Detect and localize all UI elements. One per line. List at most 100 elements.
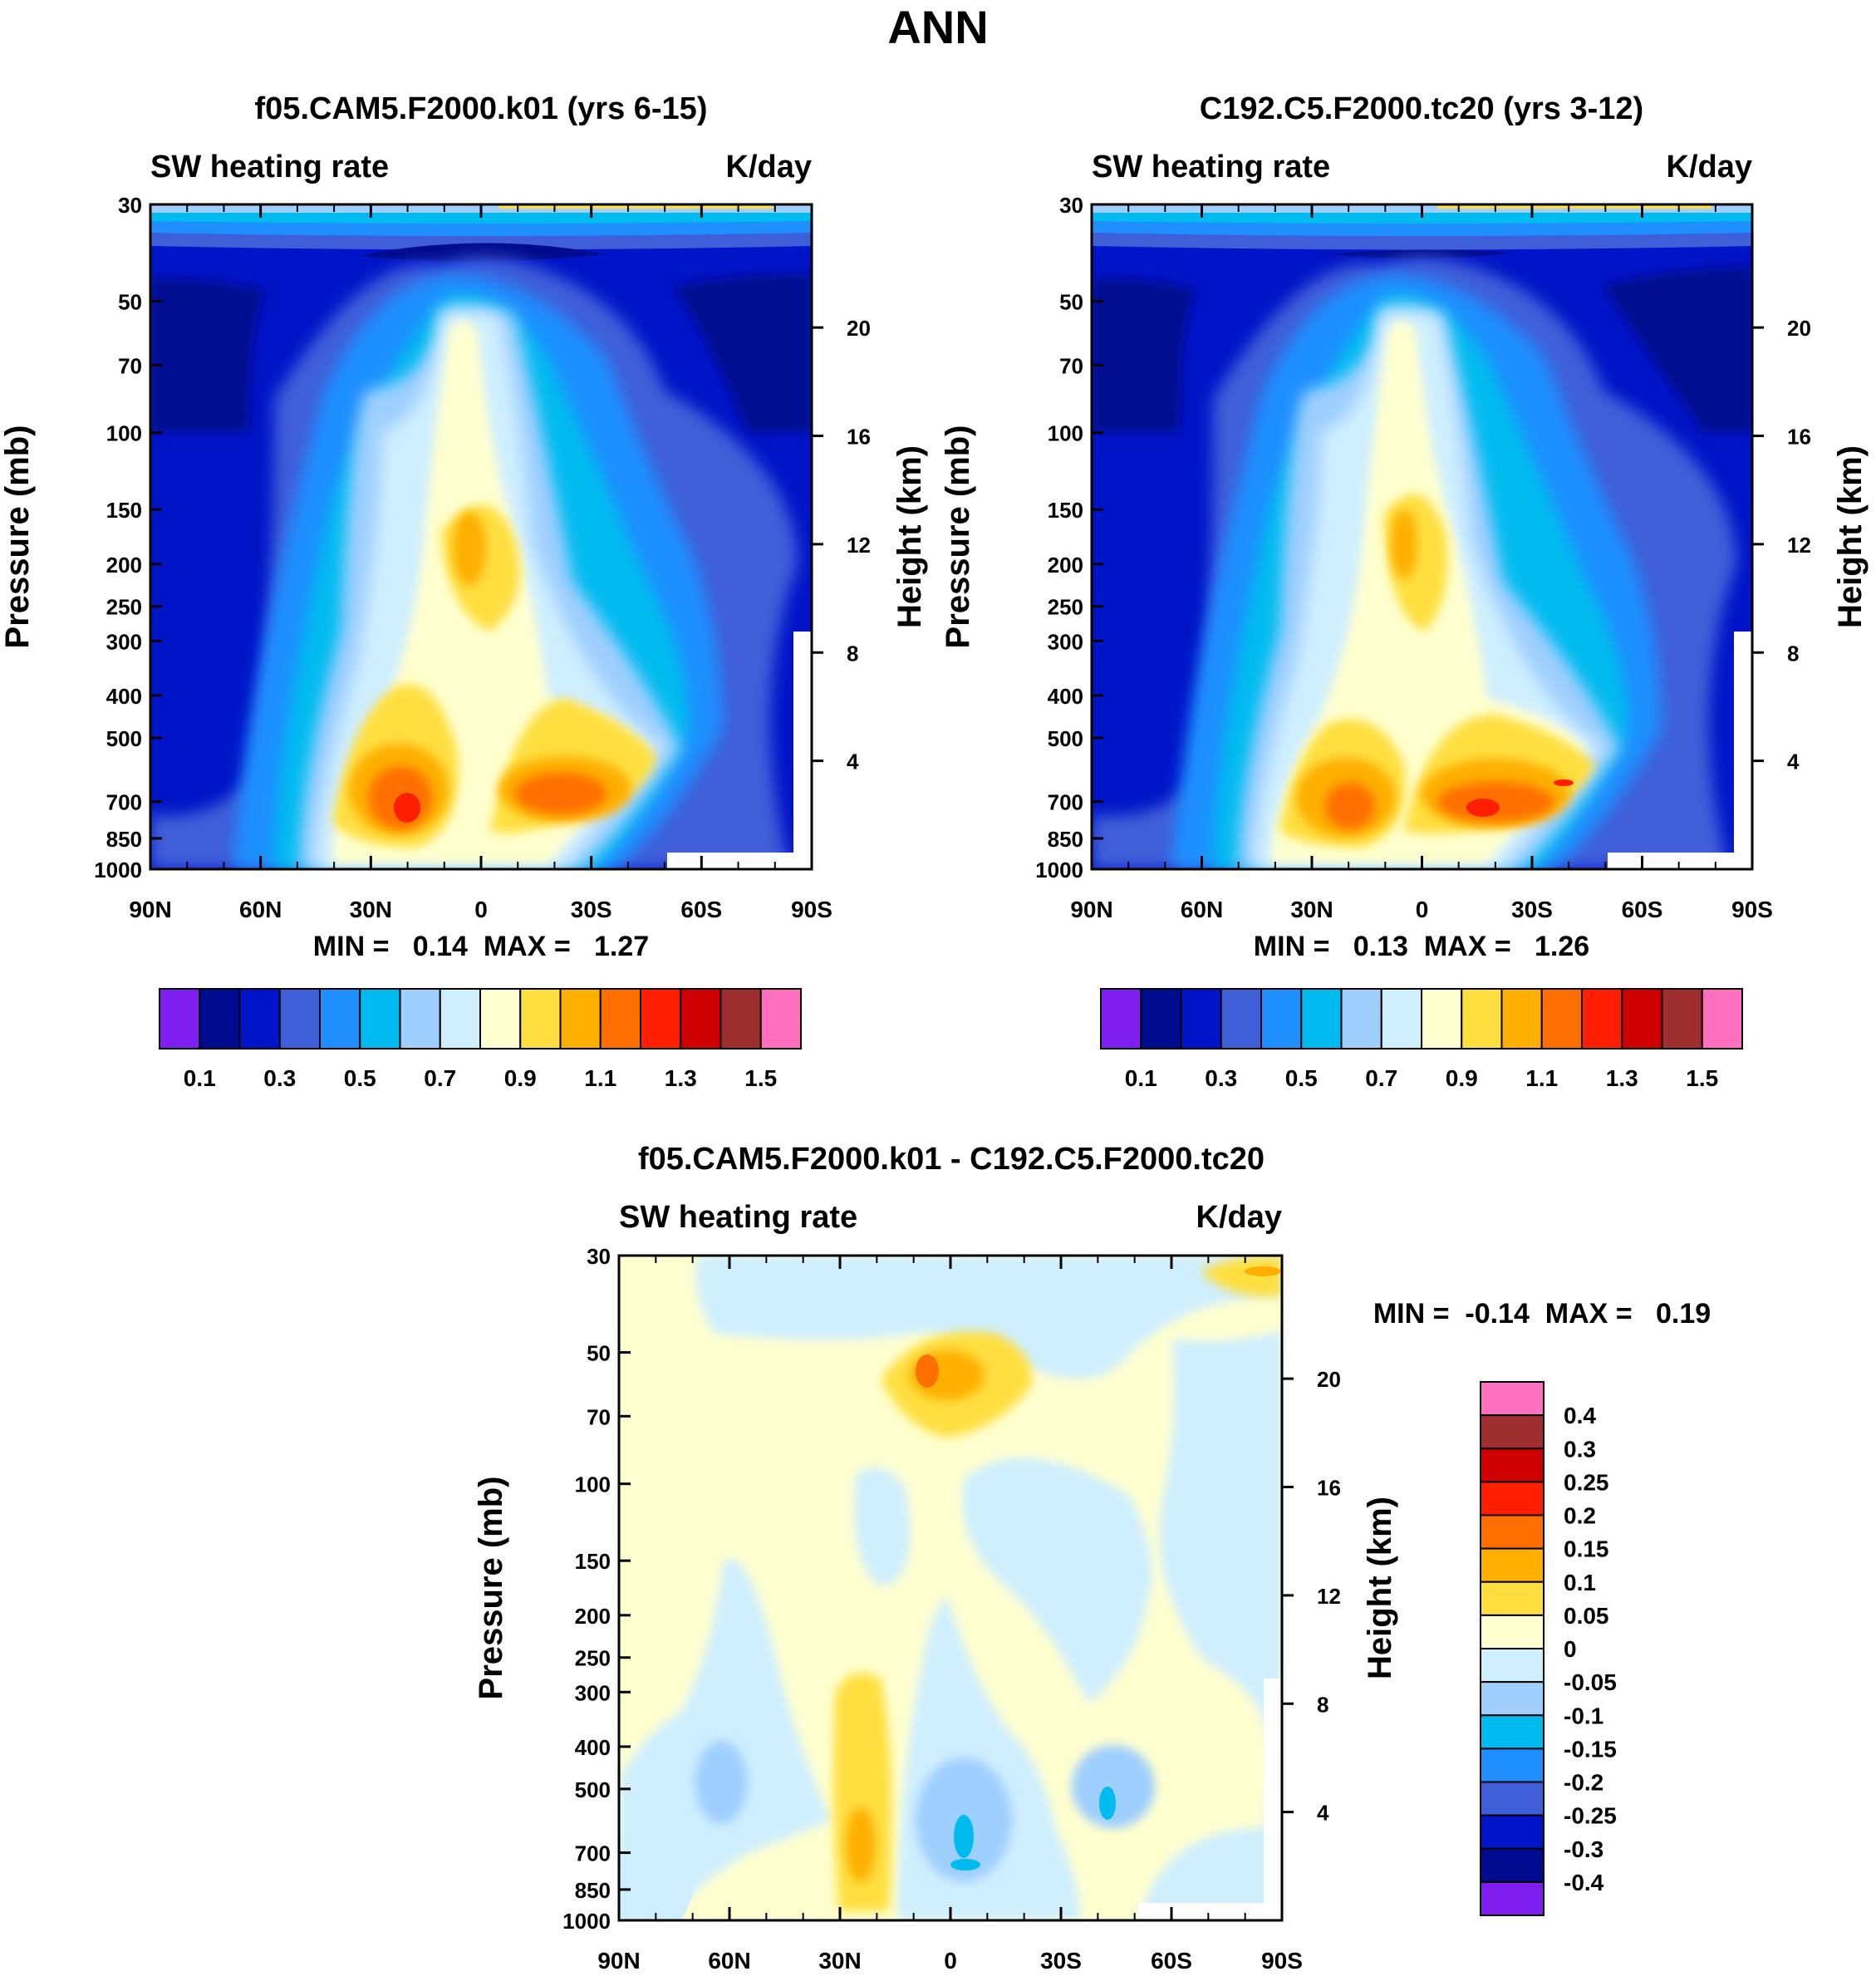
panel-2-title: C192.C5.F2000.tc20 (yrs 3-12) — [1200, 91, 1643, 126]
y-tick-label: 100 — [1048, 421, 1083, 446]
y-tick-label: 200 — [106, 553, 142, 578]
panel-1-stats: MIN = 0.14 MAX = 1.27 — [313, 931, 649, 962]
colorbar-swatch — [1380, 988, 1422, 1049]
colorbar-label: 0.3 — [1564, 1436, 1596, 1462]
colorbar-swatch — [319, 988, 361, 1049]
y-tick-label: 850 — [106, 827, 142, 852]
x-tick-label: 30S — [571, 897, 612, 922]
colorbar-label: -0.4 — [1564, 1870, 1604, 1895]
colorbar-swatch — [399, 988, 441, 1049]
panel-1-colorbar: 0.1 0.3 0.5 0.7 0.9 1.1 1.3 1.5 — [159, 988, 802, 1091]
y-right-tick-label: 4 — [1787, 750, 1800, 774]
colorbar-swatch — [1480, 1880, 1545, 1916]
figure-title: ANN — [887, 1, 988, 53]
panel-2-y-axis-right-label: Height (km) — [1832, 445, 1869, 628]
y-right-tick-label: 20 — [1787, 316, 1811, 341]
colorbar-label: -0.2 — [1564, 1770, 1603, 1796]
colorbar-swatch — [1260, 988, 1303, 1049]
colorbar-swatch — [1480, 1514, 1545, 1550]
y-tick-label: 400 — [106, 684, 142, 709]
panel-3-pos-0p15-upper — [916, 1354, 939, 1388]
colorbar-label: 0.7 — [1365, 1065, 1397, 1091]
y-tick-label: 1000 — [1035, 858, 1083, 882]
colorbar-label: 1.3 — [1606, 1065, 1638, 1091]
y-right-tick-label: 16 — [847, 425, 871, 450]
panel-2-axes: 90N 60N 30N 0 30S 60S 90S 30 50 70 100 150 200 250 300… — [1035, 193, 1811, 922]
colorbar-swatch — [159, 988, 201, 1049]
y-right-tick-label: 12 — [847, 533, 871, 558]
panel-3-neg-midright — [962, 1457, 1152, 1703]
colorbar-label: 0.4 — [1564, 1403, 1596, 1428]
colorbar-swatch — [1480, 1547, 1545, 1583]
y-tick-label: 500 — [106, 726, 142, 751]
y-right-tick-label: 8 — [847, 641, 858, 666]
colorbar-swatch — [1340, 988, 1382, 1049]
colorbar-swatch — [1480, 1781, 1545, 1816]
colorbar-label: 1.5 — [1686, 1065, 1718, 1091]
x-tick-label: 60N — [1181, 897, 1223, 922]
panel-3-axes: 90N 60N 30N 0 30S 60S 90S 30 50 70 100 150 200 250 300… — [562, 1244, 1341, 1974]
x-tick-label: 30S — [1040, 1948, 1082, 1974]
colorbar-label: 1.1 — [1525, 1065, 1558, 1091]
x-tick-label: 30N — [818, 1948, 861, 1974]
panel-2-missing-data-surface — [1608, 853, 1752, 869]
colorbar-label: 0.1 — [1125, 1065, 1157, 1091]
panel-3-neg-0p1-c — [950, 1859, 980, 1870]
colorbar-swatch — [1461, 988, 1503, 1049]
colorbar-label: -0.3 — [1564, 1836, 1603, 1862]
colorbar-swatch — [1480, 1714, 1545, 1750]
y-right-tick-label: 8 — [1317, 1692, 1328, 1717]
panel-1-units-label: K/day — [726, 150, 812, 184]
colorbar-swatch — [1661, 988, 1703, 1049]
colorbar-swatch — [1140, 988, 1182, 1049]
colorbar-swatch — [1500, 988, 1543, 1049]
x-tick-label: 90N — [1070, 897, 1112, 922]
colorbar-label: 0.05 — [1564, 1603, 1609, 1629]
panel-1-upper-min-left — [150, 278, 266, 432]
y-tick-label: 850 — [1048, 827, 1083, 852]
colorbar-swatch — [439, 988, 481, 1049]
y-tick-label: 1000 — [94, 858, 142, 882]
x-tick-label: 0 — [474, 897, 488, 922]
colorbar-label: 0.1 — [184, 1065, 216, 1091]
panel-3-y-axis-label: Pressure (mb) — [473, 1477, 509, 1700]
colorbar-swatch — [1480, 1648, 1545, 1684]
panel-3-missing-data-antarctic — [1264, 1679, 1282, 1920]
panel-2-upper-min-right — [1603, 266, 1752, 432]
colorbar-swatch — [1300, 988, 1343, 1049]
y-tick-label: 100 — [575, 1472, 611, 1497]
y-tick-label: 70 — [1059, 353, 1083, 378]
y-tick-label: 30 — [587, 1244, 611, 1269]
panel-2-tropopause-min — [1329, 249, 1512, 259]
colorbar-swatch — [1480, 1481, 1545, 1516]
y-tick-label: 250 — [106, 595, 142, 620]
colorbar-label: 0.3 — [263, 1065, 296, 1091]
x-tick-label: 30S — [1511, 897, 1553, 922]
colorbar-label: -0.1 — [1564, 1703, 1603, 1728]
colorbar-swatch — [559, 988, 602, 1049]
panel-3-units-label: K/day — [1196, 1200, 1282, 1235]
x-tick-label: 90S — [1261, 1948, 1303, 1974]
panel-1-tropopause-min — [357, 243, 607, 262]
panel-2-colorbar: 0.1 0.3 0.5 0.7 0.9 1.1 1.3 1.5 — [1100, 988, 1743, 1091]
colorbar-swatch — [199, 988, 241, 1049]
panel-1-axes: 90N 60N 30N 0 30S 60S 90S 30 50 70 100 150 200 250 300… — [94, 193, 871, 922]
colorbar-swatch — [1480, 1614, 1545, 1649]
panel-3-neg-midleft — [854, 1467, 911, 1587]
panel-3-neg-upper — [695, 1256, 1282, 1379]
x-tick-label: 60S — [1622, 897, 1663, 922]
panel-3-neg-0p05-c — [1072, 1745, 1155, 1828]
y-tick-label: 50 — [587, 1341, 611, 1366]
y-tick-label: 700 — [575, 1841, 611, 1866]
panel-2-level-1p3-max — [1466, 799, 1500, 817]
y-tick-label: 150 — [1048, 498, 1083, 523]
y-right-tick-label: 12 — [1787, 533, 1811, 558]
panel-3-neg-0p1-a — [954, 1815, 974, 1858]
y-tick-label: 300 — [1048, 629, 1083, 654]
y-tick-label: 500 — [1048, 726, 1083, 751]
panel-3-contour-field — [619, 1256, 1282, 1920]
colorbar-label: 0.3 — [1205, 1065, 1237, 1091]
colorbar-label: 1.3 — [665, 1065, 697, 1091]
colorbar-label: 0.2 — [1564, 1503, 1596, 1529]
y-tick-label: 300 — [106, 629, 142, 654]
